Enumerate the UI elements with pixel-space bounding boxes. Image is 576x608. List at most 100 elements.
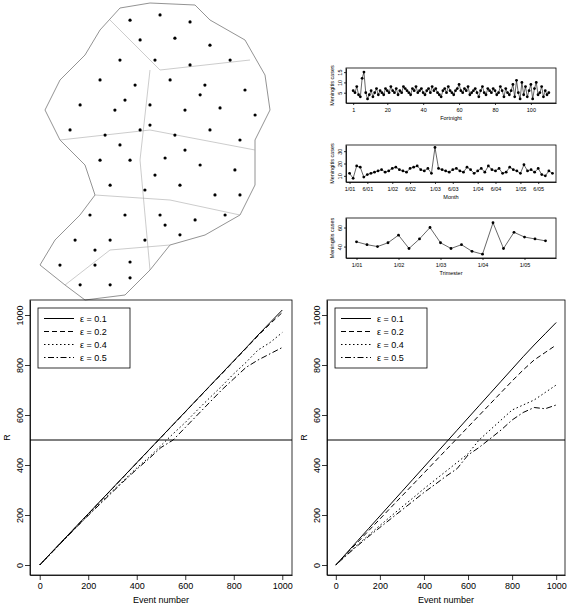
case-point bbox=[208, 128, 211, 131]
case-point bbox=[229, 58, 232, 61]
y-tick-label: 400 bbox=[312, 458, 322, 473]
y-tick-label: 15 bbox=[337, 70, 343, 76]
plot-area bbox=[348, 146, 554, 180]
case-point bbox=[163, 156, 166, 159]
series-point bbox=[461, 91, 464, 94]
series-point bbox=[376, 245, 379, 248]
series-point bbox=[395, 87, 398, 90]
case-point bbox=[109, 184, 112, 187]
series-point bbox=[544, 239, 547, 242]
case-point bbox=[238, 193, 241, 196]
series-point bbox=[547, 170, 550, 173]
case-point bbox=[193, 218, 196, 221]
series-point bbox=[467, 85, 470, 88]
y-axis: 02004006008001000 bbox=[312, 301, 328, 576]
series-point bbox=[419, 168, 422, 171]
series-point bbox=[361, 77, 364, 80]
case-point bbox=[93, 249, 96, 252]
case-point bbox=[58, 263, 61, 266]
series-point bbox=[456, 87, 459, 90]
legend-label: ε = 0.1 bbox=[377, 314, 404, 324]
reference-line bbox=[30, 440, 292, 441]
legend: ε = 0.1ε = 0.2ε = 0.4ε = 0.5 bbox=[335, 308, 427, 368]
case-point bbox=[233, 168, 236, 171]
series-point bbox=[499, 85, 502, 88]
series-point bbox=[434, 87, 437, 90]
series-line bbox=[40, 348, 283, 566]
case-point bbox=[199, 93, 202, 96]
case-point bbox=[173, 37, 176, 40]
series-point bbox=[363, 71, 366, 74]
series-point bbox=[359, 95, 362, 98]
y-tick-label: 30 bbox=[337, 149, 343, 155]
y-axis-line bbox=[346, 219, 347, 259]
series-point bbox=[473, 172, 476, 175]
y-tick-label: 400 bbox=[15, 458, 25, 473]
y-tick-mark bbox=[322, 465, 327, 466]
series-point bbox=[431, 85, 434, 88]
series-point bbox=[408, 247, 411, 250]
x-tick: 800 bbox=[505, 575, 520, 591]
series-point bbox=[458, 83, 461, 86]
x-tick-mark bbox=[435, 182, 436, 184]
x-tick-label: 40 bbox=[421, 107, 427, 113]
x-tick-label: 1/02 bbox=[394, 262, 405, 268]
series-point bbox=[524, 85, 527, 88]
series-point bbox=[540, 85, 543, 88]
series-point bbox=[531, 97, 534, 100]
series-point bbox=[391, 167, 394, 170]
series-point bbox=[427, 87, 430, 90]
series-point bbox=[513, 231, 516, 234]
line-chart: 12040608010051015FortnightMeningitis cas… bbox=[329, 65, 557, 121]
map-boundary bbox=[95, 195, 240, 215]
series-point bbox=[529, 83, 532, 86]
case-point bbox=[123, 213, 126, 216]
x-tick: 1/02 bbox=[387, 182, 398, 192]
case-point bbox=[148, 103, 151, 106]
x-tick-mark bbox=[538, 182, 539, 184]
case-point bbox=[109, 238, 112, 241]
legend-swatch bbox=[341, 357, 371, 358]
x-tick-mark bbox=[399, 258, 400, 260]
x-tick: 200 bbox=[373, 575, 388, 591]
y-tick-mark bbox=[344, 151, 346, 152]
series-point bbox=[444, 170, 447, 173]
series-point bbox=[519, 172, 522, 175]
series-point bbox=[447, 85, 450, 88]
case-point bbox=[183, 109, 186, 112]
x-tick-label: 1/03 bbox=[436, 262, 447, 268]
y-tick: 600 bbox=[312, 408, 327, 423]
series-point bbox=[533, 171, 536, 174]
series-point bbox=[481, 253, 484, 256]
y-tick-mark bbox=[25, 515, 30, 516]
series-point bbox=[416, 165, 419, 168]
y-tick-mark bbox=[25, 565, 30, 566]
line-chart: 0200400600800100002004006008001000Event … bbox=[299, 300, 567, 605]
series-point bbox=[375, 87, 378, 90]
x-axis: 02004006008001000 bbox=[31, 575, 293, 591]
series-point bbox=[522, 93, 525, 96]
x-tick-mark bbox=[88, 575, 89, 580]
series-point bbox=[398, 168, 401, 171]
series-point bbox=[415, 85, 418, 88]
x-tick-mark bbox=[453, 182, 454, 184]
series-point bbox=[508, 93, 511, 96]
series-point bbox=[359, 166, 362, 169]
series-point bbox=[476, 91, 479, 94]
x-tick-label: 60 bbox=[457, 107, 463, 113]
plot-frame bbox=[346, 218, 556, 258]
case-point bbox=[158, 13, 161, 16]
x-tick-label: 6/02 bbox=[405, 186, 416, 192]
legend-swatch bbox=[341, 331, 371, 332]
y-tick-mark bbox=[344, 72, 346, 73]
y-axis-title: R bbox=[299, 434, 309, 441]
x-tick: 1/05 bbox=[520, 258, 531, 268]
series-point bbox=[505, 171, 508, 174]
x-tick-label: 1/01 bbox=[352, 262, 363, 268]
x-axis: 1/016/011/026/021/036/031/046/041/056/05 bbox=[345, 182, 557, 192]
y-tick-mark bbox=[344, 176, 346, 177]
x-tick: 6/03 bbox=[448, 182, 459, 192]
series-point bbox=[537, 167, 540, 170]
x-tick: 0 bbox=[38, 575, 43, 591]
x-tick: 1/03 bbox=[436, 258, 447, 268]
